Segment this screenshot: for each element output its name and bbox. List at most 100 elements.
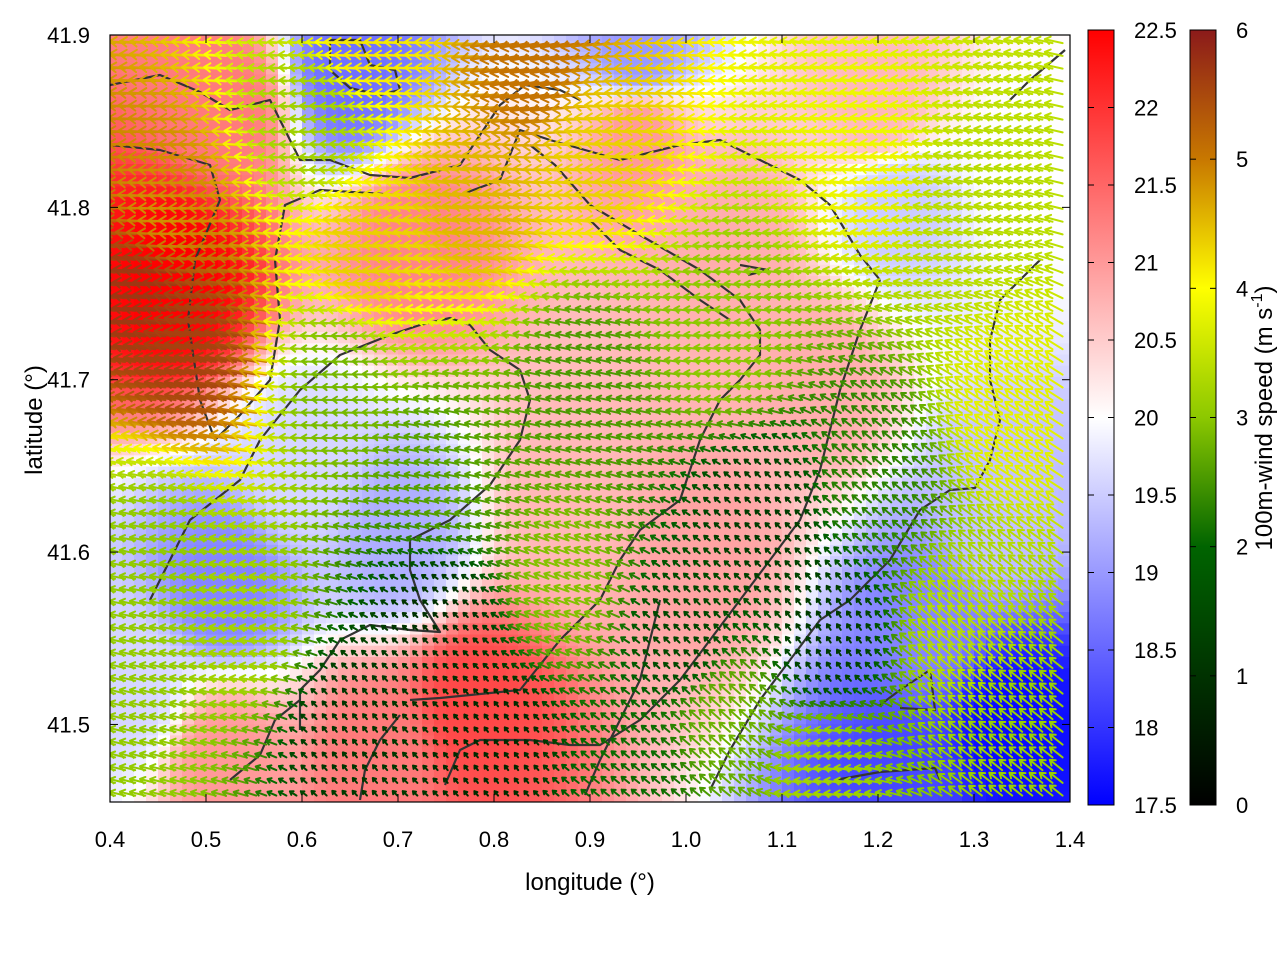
heatmap-cell	[302, 197, 315, 209]
heatmap-cell	[134, 757, 147, 769]
heatmap-cell	[146, 51, 159, 64]
heatmap-cell	[278, 353, 291, 366]
heatmap-cell	[326, 51, 339, 64]
heatmap-cell	[218, 589, 231, 601]
heatmap-cell	[230, 757, 243, 769]
heatmap-cell	[182, 118, 195, 131]
heatmap-cell	[398, 678, 411, 691]
heatmap-cell	[182, 331, 195, 344]
heatmap-cell	[326, 387, 339, 400]
heatmap-cell	[218, 757, 231, 769]
heatmap-cell	[110, 577, 123, 590]
heatmap-cell	[170, 320, 183, 333]
heatmap-cell	[110, 701, 123, 713]
heatmap-cell	[314, 320, 327, 333]
heatmap-cell	[170, 577, 183, 590]
heatmap-cell	[146, 96, 159, 108]
heatmap-cell	[314, 734, 327, 747]
heatmap-cell	[290, 174, 303, 187]
heatmap-cell	[182, 589, 195, 601]
heatmap-cell	[266, 790, 279, 802]
heatmap-cell	[242, 297, 255, 310]
heatmap-cell	[290, 376, 303, 389]
heatmap-cell	[326, 768, 339, 781]
heatmap-cell	[110, 690, 123, 702]
heatmap-cell	[398, 589, 411, 601]
heatmap-cell	[170, 499, 183, 512]
heatmap-cell	[254, 734, 267, 747]
heatmap-cell	[122, 521, 135, 534]
heatmap-cell	[422, 779, 435, 792]
heatmap-cell	[206, 96, 219, 108]
heatmap-cell	[182, 611, 195, 624]
heatmap-cell	[362, 768, 375, 781]
heatmap-cell	[398, 51, 411, 64]
heatmap-cell	[194, 398, 207, 411]
heatmap-cell	[374, 678, 387, 691]
heatmap-cell	[314, 566, 327, 579]
heatmap-cell	[170, 566, 183, 579]
heatmap-cell	[122, 499, 135, 512]
heatmap-cell	[254, 577, 267, 590]
heatmap-cell	[374, 185, 387, 198]
heatmap-cell	[206, 421, 219, 433]
heatmap-cell	[338, 667, 351, 680]
heatmap-cell	[302, 690, 315, 702]
heatmap-cell	[146, 779, 159, 792]
heatmap-cell	[290, 768, 303, 781]
heatmap-cell	[242, 667, 255, 680]
heatmap-cell	[122, 555, 135, 568]
heatmap-cell	[206, 746, 219, 758]
heatmap-cell	[410, 701, 423, 713]
heatmap-cell	[290, 600, 303, 613]
heatmap-cell	[242, 409, 255, 422]
heatmap-cell	[218, 465, 231, 478]
heatmap-cell	[194, 678, 207, 691]
heatmap-cell	[242, 141, 255, 153]
heatmap-cell	[314, 409, 327, 422]
heatmap-cell	[122, 678, 135, 691]
heatmap-cell	[110, 757, 123, 769]
heatmap-cell	[338, 488, 351, 501]
heatmap-cell	[422, 746, 435, 758]
heatmap-cell	[398, 398, 411, 411]
heatmap-cell	[386, 577, 399, 590]
heatmap-cell	[110, 309, 123, 321]
heatmap-cell	[362, 645, 375, 657]
heatmap-cell	[266, 275, 279, 288]
heatmap-cell	[362, 208, 375, 220]
heatmap-cell	[398, 421, 411, 433]
heatmap-cell	[410, 107, 423, 120]
heatmap-cell	[122, 701, 135, 713]
heatmap-cell	[698, 790, 711, 802]
heatmap-cell	[122, 197, 135, 209]
heatmap-cell	[338, 40, 351, 52]
heatmap-cell	[386, 185, 399, 198]
heatmap-cell	[974, 790, 987, 802]
heatmap-cell	[386, 40, 399, 52]
heatmap-cell	[170, 174, 183, 187]
heatmap-cell	[134, 477, 147, 489]
heatmap-cell	[422, 622, 435, 635]
heatmap-cell	[122, 757, 135, 769]
heatmap-cell	[374, 499, 387, 512]
heatmap-cell	[158, 465, 171, 478]
heatmap-cell	[122, 51, 135, 64]
heatmap-cell	[230, 40, 243, 52]
heatmap-cell	[146, 219, 159, 232]
heatmap-cell	[266, 577, 279, 590]
heatmap-cell	[206, 488, 219, 501]
heatmap-cell	[302, 443, 315, 456]
heatmap-cell	[170, 477, 183, 489]
heatmap-cell	[242, 230, 255, 243]
heatmap-cell	[398, 779, 411, 792]
heatmap-cell	[206, 141, 219, 153]
heatmap-cell	[410, 746, 423, 758]
heatmap-cell	[302, 219, 315, 232]
heatmap-cell	[206, 577, 219, 590]
heatmap-cell	[326, 241, 339, 254]
heatmap-cell	[266, 510, 279, 523]
heatmap-cell	[422, 387, 435, 400]
heatmap-cell	[218, 409, 231, 422]
heatmap-cell	[194, 51, 207, 64]
